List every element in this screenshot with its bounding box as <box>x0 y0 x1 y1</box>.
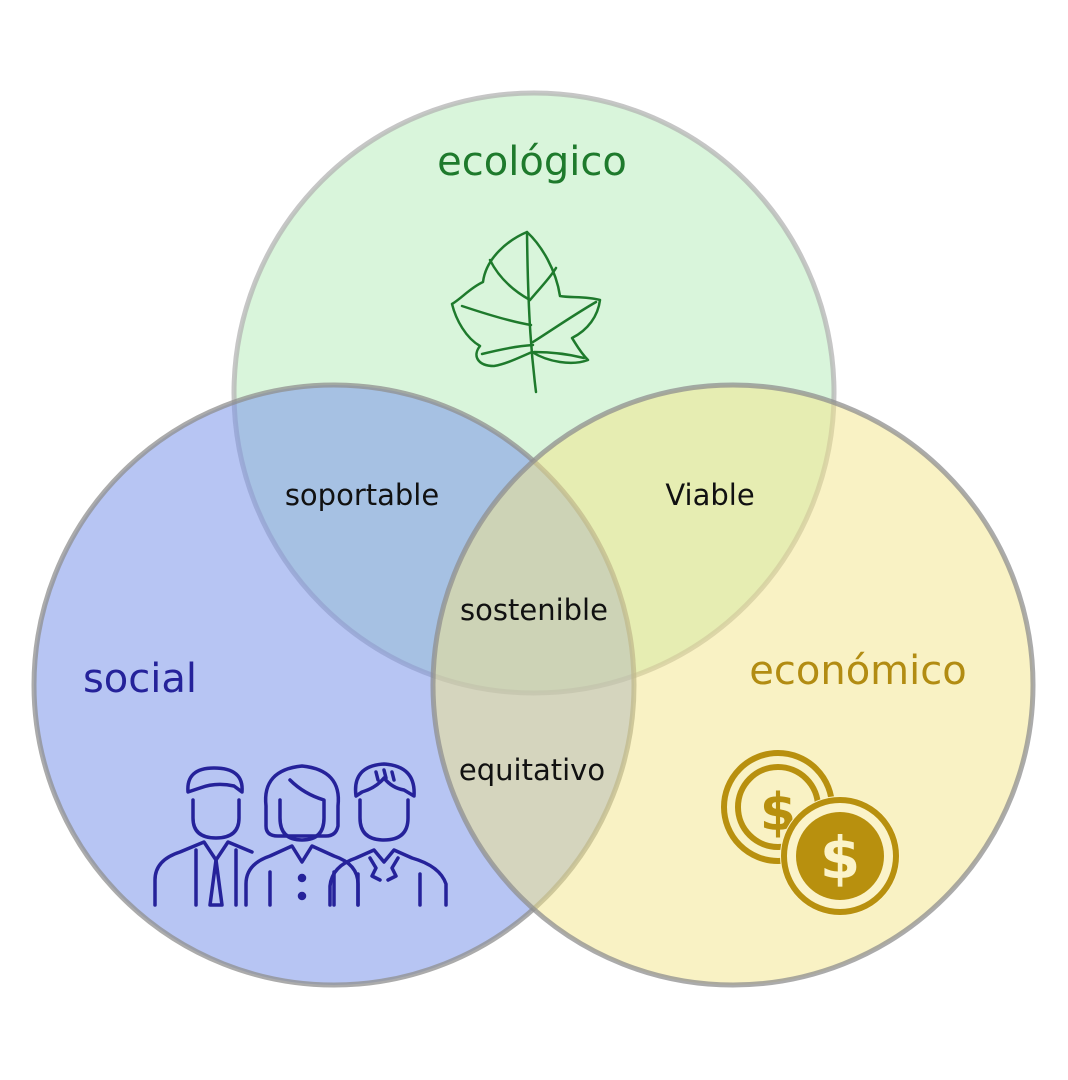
leaf-icon <box>450 230 602 394</box>
people-group-icon <box>153 762 448 907</box>
dollar-coins-icon: $ $ <box>721 750 900 916</box>
label-ecological-economic: Viable <box>665 478 754 512</box>
title-economic: económico <box>749 648 966 694</box>
label-all-three: sostenible <box>460 593 608 627</box>
label-ecological-social: soportable <box>285 478 439 512</box>
title-social: social <box>83 656 197 702</box>
title-ecological: ecológico <box>437 139 627 185</box>
circles <box>31 90 1036 988</box>
label-social-economic: equitativo <box>459 753 605 787</box>
svg-text:$: $ <box>820 824 860 892</box>
